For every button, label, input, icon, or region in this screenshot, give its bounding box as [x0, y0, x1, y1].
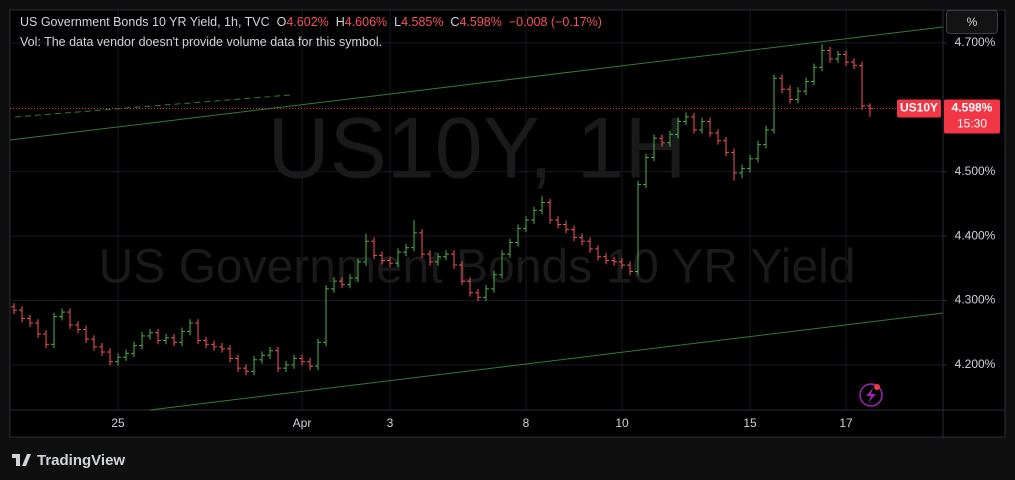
- volume-note: Vol: The data vendor doesn't provide vol…: [20, 35, 383, 49]
- ohlc-key: O: [276, 15, 287, 29]
- x-tick-label: 3: [387, 416, 394, 430]
- x-tick-label: 25: [111, 416, 125, 430]
- ohlc-value: 4.585%: [401, 15, 444, 29]
- x-tick-label: 10: [615, 416, 629, 430]
- trend-line-dashed: [14, 94, 291, 118]
- labels: 4.200% 4.300% 4.400% 4.500% 4.700% 25 Apr 3 8 10 1…: [111, 35, 1000, 430]
- ohlc-value: 4.606%: [344, 15, 388, 29]
- ohlc-key: H: [335, 15, 345, 29]
- ohlc-value: 4.602%: [286, 15, 329, 29]
- alert-dot: [874, 384, 880, 390]
- countdown-label: 15:30: [957, 117, 987, 131]
- ohlc-value: 4.598%: [459, 15, 502, 29]
- price-tag: [944, 99, 1000, 134]
- watermark-symbol: US10Y, 1H: [267, 101, 686, 197]
- price-tag-label: 4.598%: [952, 101, 993, 115]
- y-tick-label: 4.300%: [955, 293, 996, 307]
- x-tick-label: 15: [743, 416, 757, 430]
- alert-bolt: [866, 388, 876, 403]
- symbol-tag-label: US10Y: [900, 101, 938, 115]
- y-tick-label: 4.700%: [955, 35, 996, 49]
- legend: US Government Bonds 10 YR Yield, 1h, TVC…: [20, 12, 602, 52]
- x-tick-label: Apr: [293, 416, 312, 430]
- watermark-name: US Government Bonds 10 YR Yield: [99, 241, 856, 294]
- y-tick-label: 4.500%: [955, 164, 996, 178]
- scale-button[interactable]: %: [946, 10, 998, 34]
- x-tick-label: 8: [523, 416, 530, 430]
- brand: TradingView: [37, 452, 126, 469]
- change: −0.008 (−0.17%): [508, 15, 602, 29]
- legend-title: US Government Bonds 10 YR Yield, 1h, TVC: [20, 15, 270, 29]
- trend-line: [149, 312, 944, 411]
- grid: [10, 10, 943, 410]
- y-tick-label: 4.400%: [955, 228, 996, 242]
- y-tick-label: 4.200%: [955, 357, 996, 371]
- alert-icon[interactable]: [859, 383, 883, 407]
- trend-line: [9, 26, 944, 141]
- ohlc-key: C: [450, 15, 460, 29]
- symbol-tag: [897, 99, 941, 118]
- bars: [10, 44, 943, 376]
- ohlc-key: L: [394, 15, 402, 29]
- chart-frame: [9, 9, 1006, 438]
- brand-logo: [12, 454, 31, 466]
- legend-row: US Government Bonds 10 YR Yield, 1h, TVC…: [20, 12, 602, 32]
- x-tick-label: 17: [839, 416, 853, 430]
